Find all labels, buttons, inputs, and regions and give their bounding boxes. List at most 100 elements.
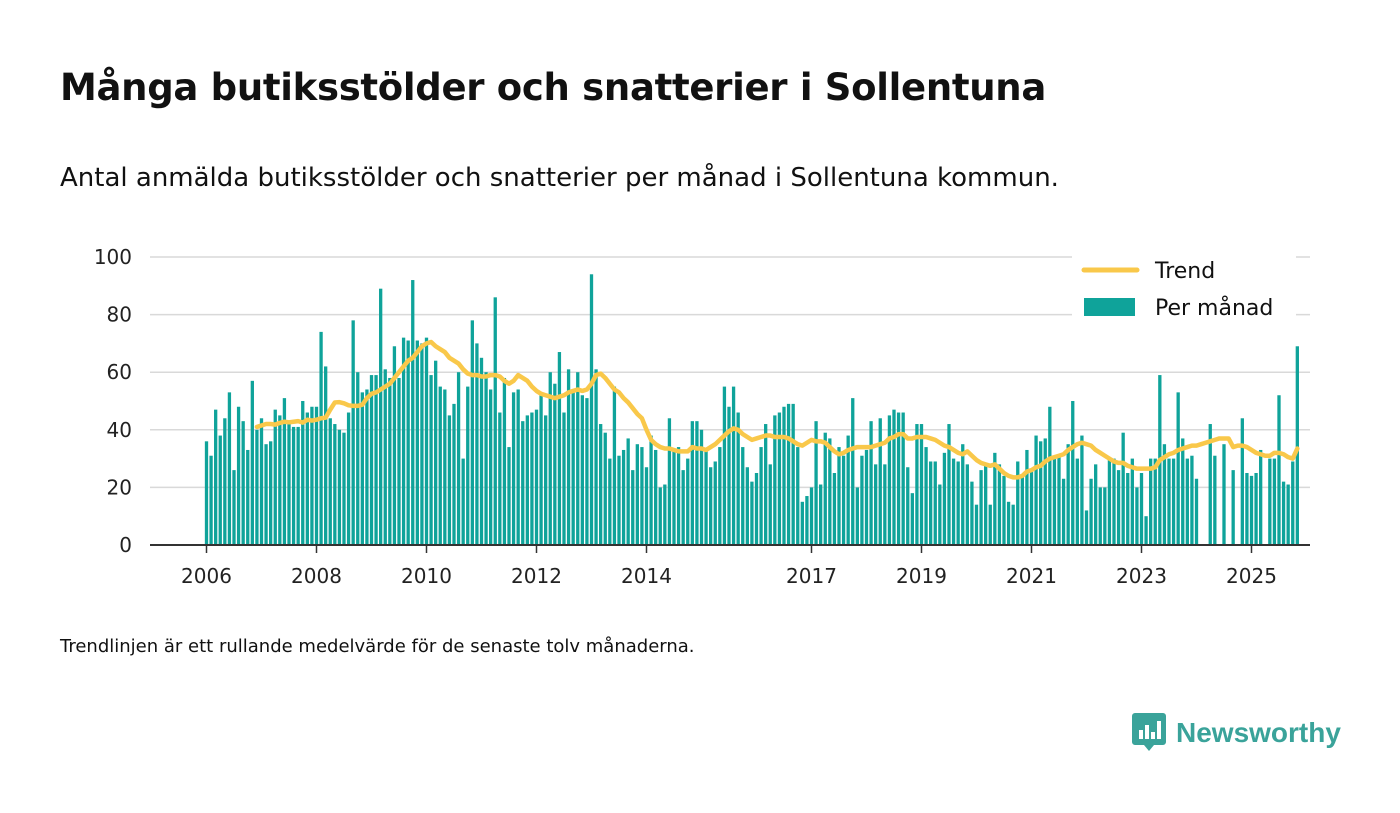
bar: [1167, 458, 1171, 545]
bar: [406, 340, 410, 545]
y-tick-label: 60: [107, 360, 132, 384]
bar: [1194, 478, 1199, 545]
bar: [511, 392, 516, 545]
bar: [709, 467, 713, 545]
brand-logo[interactable]: Newsworthy: [1132, 711, 1341, 755]
bar: [635, 444, 639, 545]
bar: [470, 320, 474, 545]
bar: [1107, 458, 1112, 545]
bar: [993, 452, 997, 545]
bar: [1039, 441, 1043, 545]
x-tick-label: 2025: [1226, 564, 1277, 588]
bar: [754, 473, 759, 545]
newsworthy-logo-icon: [1132, 713, 1166, 751]
bar: [1075, 458, 1079, 545]
bars: [204, 274, 1299, 545]
bar: [1149, 458, 1153, 545]
x-tick-label: 2010: [401, 564, 452, 588]
bar: [324, 366, 328, 545]
bar: [553, 383, 557, 545]
bar: [397, 377, 401, 545]
bar: [388, 377, 392, 545]
bar: [786, 403, 791, 545]
bar: [383, 369, 387, 545]
bar: [1190, 455, 1194, 545]
y-tick-label: 100: [94, 245, 132, 269]
bar: [970, 481, 974, 545]
bar: [420, 343, 424, 545]
bar: [837, 447, 841, 545]
bar: [1162, 444, 1167, 545]
bar: [764, 424, 768, 545]
bar: [644, 467, 649, 545]
bar: [667, 418, 672, 545]
bar: [566, 369, 571, 545]
bar: [896, 412, 901, 545]
bar: [819, 484, 823, 545]
bar: [924, 447, 928, 545]
bar: [493, 297, 497, 545]
bar: [695, 421, 699, 545]
bar: [654, 449, 658, 545]
bar: [1098, 487, 1102, 545]
bar: [374, 375, 378, 545]
bar: [676, 447, 681, 545]
bar: [502, 377, 507, 545]
bar: [484, 372, 488, 545]
x-tick-label: 2006: [181, 564, 232, 588]
bar: [608, 458, 612, 545]
bar: [1185, 458, 1189, 545]
bar: [1126, 473, 1130, 545]
bar: [681, 470, 685, 545]
bar: [1286, 484, 1290, 545]
bar: [731, 386, 736, 545]
bar: [456, 372, 461, 545]
bar: [443, 389, 447, 545]
chart-subtitle: Antal anmälda butiksstölder och snatteri…: [60, 163, 1059, 193]
bar: [255, 429, 259, 545]
y-tick-label: 40: [107, 418, 132, 442]
bar: [333, 424, 337, 545]
bar: [1025, 449, 1029, 545]
bar: [1084, 510, 1089, 545]
bar: [415, 340, 419, 545]
bar: [516, 389, 520, 545]
trend-line: [254, 339, 1300, 480]
bar: [534, 409, 539, 545]
bar: [1259, 449, 1263, 545]
bar: [539, 395, 543, 545]
legend-background: [1072, 250, 1296, 332]
bar: [314, 406, 319, 545]
bar: [1002, 475, 1006, 545]
bar: [1272, 458, 1277, 545]
bar: [805, 496, 809, 545]
bar: [1057, 455, 1061, 545]
bar: [429, 375, 433, 545]
bar: [594, 369, 598, 545]
bar: [392, 346, 397, 545]
bar: [1016, 461, 1020, 545]
bar: [466, 386, 470, 545]
bar: [223, 418, 227, 545]
bar: [291, 426, 296, 545]
bar: [883, 464, 887, 545]
bar: [1080, 435, 1084, 545]
bar: [401, 337, 406, 545]
bar: [777, 412, 782, 545]
bar: [259, 418, 264, 545]
bar: [649, 435, 653, 545]
bar: [548, 372, 552, 545]
bar: [718, 447, 722, 545]
bar: [278, 415, 282, 545]
bar: [984, 464, 988, 545]
bar: [479, 357, 484, 545]
bar: [356, 372, 360, 545]
bar: [878, 418, 882, 545]
bar: [1071, 401, 1075, 545]
bar: [1144, 516, 1148, 545]
bar: [603, 432, 607, 545]
x-tick-label: 2017: [786, 564, 837, 588]
bar: [1254, 473, 1258, 545]
bar: [1291, 461, 1295, 545]
bar: [951, 458, 956, 545]
